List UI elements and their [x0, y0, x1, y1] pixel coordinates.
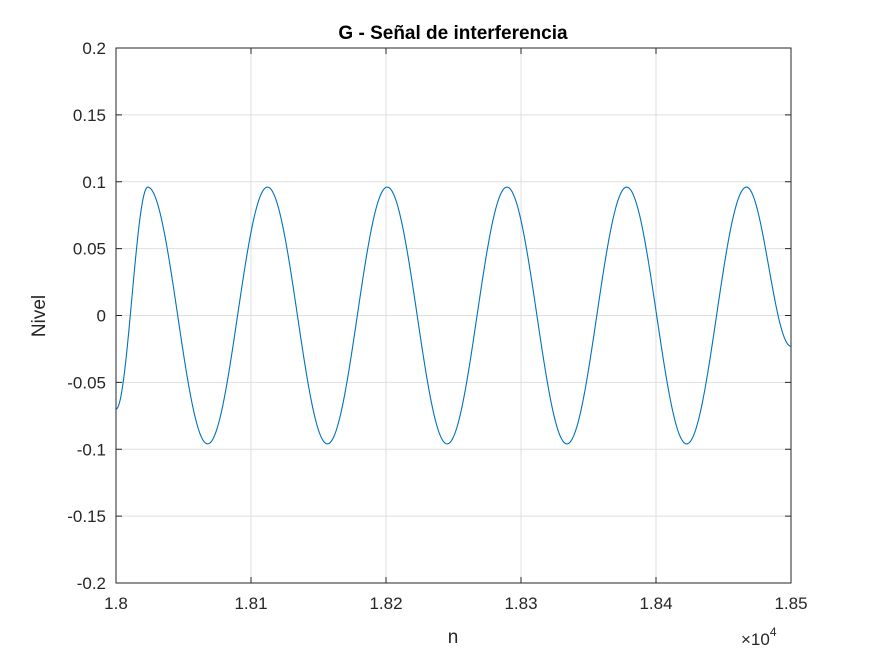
y-tick-label: 0.1	[82, 173, 106, 192]
y-tick-label: 0	[97, 307, 106, 326]
x-axis-exponent-power: 4	[770, 625, 777, 639]
y-tick-label: -0.15	[67, 507, 106, 526]
series-layer	[115, 186, 792, 445]
x-tick-label: 1.84	[639, 594, 672, 613]
y-tick-label: 0.05	[73, 240, 106, 259]
x-tick-label: 1.82	[369, 594, 402, 613]
x-axis: 1.8 1.81 1.82 1.83 1.84 1.85	[104, 48, 808, 613]
x-tick-label: 1.85	[774, 594, 807, 613]
x-axis-exponent-base: ×10	[741, 630, 770, 649]
chart-title: G - Señal de interferencia	[338, 23, 568, 44]
x-tick-label: 1.8	[104, 594, 128, 613]
y-tick-label: -0.05	[67, 373, 106, 392]
x-axis-label: n	[448, 627, 459, 648]
y-tick-label: -0.1	[77, 440, 106, 459]
series-line	[115, 186, 792, 445]
y-tick-label: 0.15	[73, 106, 106, 125]
y-tick-label: -0.2	[77, 574, 106, 593]
y-axis: -0.2 -0.15 -0.1 -0.05 0 0.05 0.1 0.15 0.2	[67, 39, 791, 593]
y-axis-label: Nivel	[29, 295, 50, 337]
y-tick-label: 0.2	[82, 39, 106, 58]
x-tick-label: 1.83	[504, 594, 537, 613]
x-tick-label: 1.81	[234, 594, 267, 613]
x-axis-exponent: ×104	[741, 625, 777, 649]
